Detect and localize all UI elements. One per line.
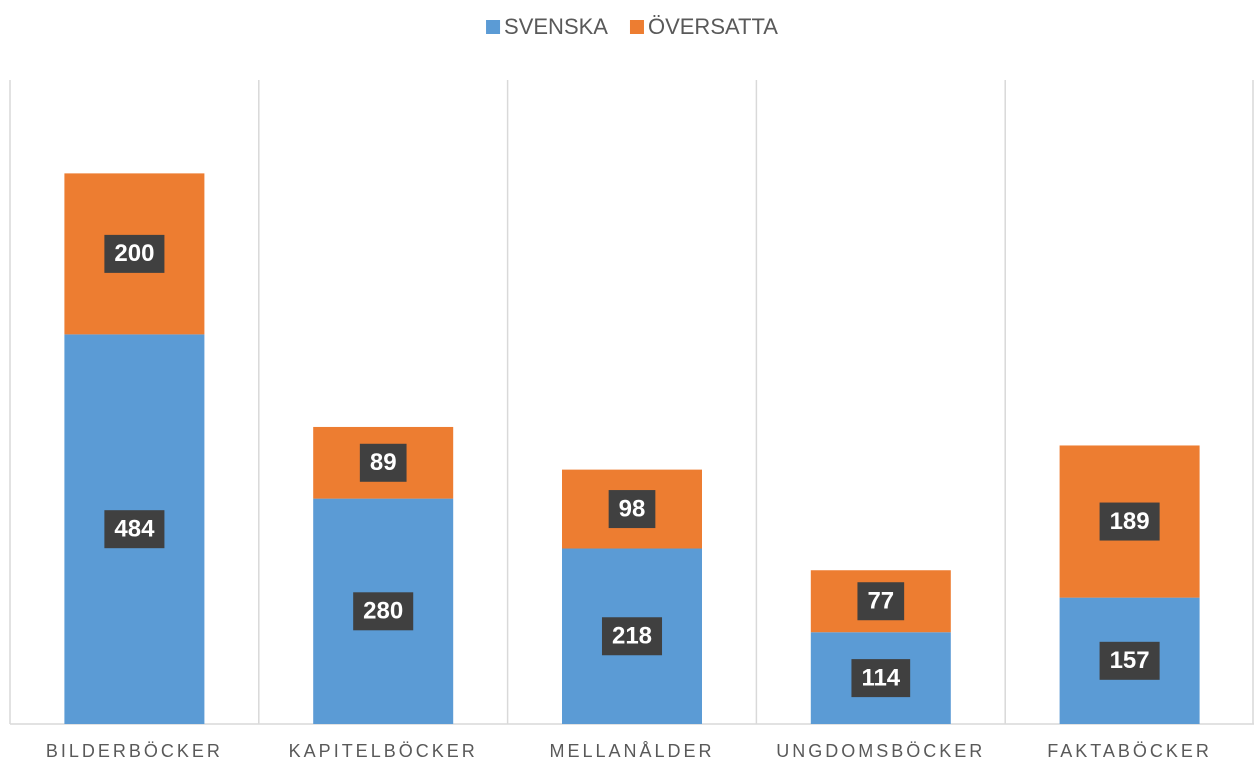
legend-swatch <box>629 20 644 34</box>
data-label: 218 <box>601 617 663 656</box>
x-tick-label: MELLANÅLDER <box>549 741 714 761</box>
data-label-box <box>104 510 165 549</box>
data-label-box <box>104 234 165 273</box>
legend-label: ÖVERSATTA <box>648 14 778 39</box>
data-label-box <box>1099 502 1160 541</box>
data-label-text: 200 <box>114 240 154 267</box>
data-label: 114 <box>851 659 911 698</box>
data-label-text: 114 <box>861 664 900 691</box>
legend: SVENSKA ÖVERSATTA <box>486 14 778 39</box>
x-tick-label: KAPITELBÖCKER <box>289 741 478 761</box>
data-label-box <box>851 659 911 698</box>
x-tick-label: UNGDOMSBÖCKER <box>776 741 985 761</box>
data-label-text: 189 <box>1110 508 1150 535</box>
x-tick-label: BILDERBÖCKER <box>46 741 223 761</box>
data-label: 77 <box>857 582 905 621</box>
data-label: 157 <box>1099 641 1160 680</box>
data-label: 189 <box>1099 502 1160 541</box>
data-label-box <box>1099 641 1160 680</box>
data-label-text: 484 <box>114 516 155 543</box>
x-tick-label: FAKTABÖCKER <box>1047 741 1212 761</box>
data-label: 200 <box>104 234 165 273</box>
legend-label: SVENSKA <box>504 14 608 39</box>
data-label-box <box>353 592 414 631</box>
data-label-text: 218 <box>612 623 652 650</box>
data-label-text: 89 <box>370 449 397 476</box>
legend-swatch <box>486 20 501 34</box>
data-label-text: 98 <box>619 495 646 522</box>
data-label: 89 <box>359 443 407 482</box>
data-label-box <box>359 443 407 482</box>
data-label-box <box>601 617 663 656</box>
data-label-text: 157 <box>1110 647 1150 674</box>
data-label-box <box>608 490 656 529</box>
data-label: 280 <box>353 592 414 631</box>
data-label: 98 <box>608 490 656 529</box>
data-label-text: 77 <box>867 588 894 615</box>
data-label-box <box>857 582 905 621</box>
data-label: 484 <box>104 510 165 549</box>
data-label-text: 280 <box>363 598 403 625</box>
